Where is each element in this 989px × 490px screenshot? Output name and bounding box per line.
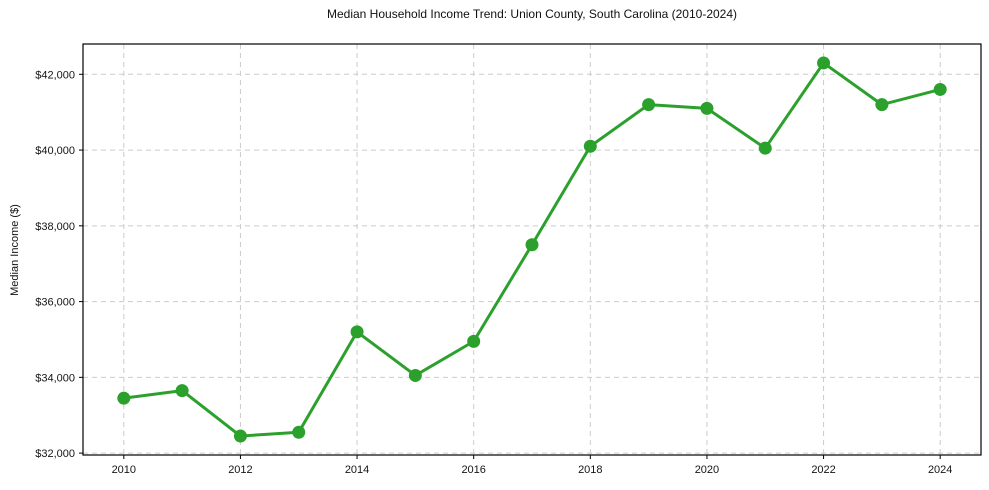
data-point-marker [408, 368, 422, 382]
data-point-marker [758, 141, 772, 155]
data-point-marker [467, 334, 481, 348]
data-point-marker [233, 429, 247, 443]
x-tick-label: 2016 [461, 464, 485, 476]
data-point-marker [875, 98, 889, 112]
data-point-marker [642, 98, 656, 112]
data-point-marker [117, 391, 131, 405]
x-tick-label: 2022 [811, 464, 835, 476]
y-axis-label-container: Median Income ($) [0, 44, 30, 455]
x-tick-label: 2012 [228, 464, 252, 476]
data-point-marker [525, 238, 539, 252]
x-tick-label: 2018 [578, 464, 602, 476]
data-point-marker [933, 82, 947, 96]
y-tick-label: $34,000 [35, 372, 75, 384]
x-tick-label: 2024 [928, 464, 952, 476]
data-point-marker [292, 425, 306, 439]
data-point-marker [700, 101, 714, 115]
data-point-marker [583, 139, 597, 153]
y-tick-label: $36,000 [35, 297, 75, 309]
data-point-marker [817, 56, 831, 70]
y-tick-label: $32,000 [35, 448, 75, 460]
chart-title: Median Household Income Trend: Union Cou… [326, 7, 738, 21]
axes-frame [82, 43, 982, 456]
y-axis-label: Median Income ($) [9, 203, 21, 296]
data-point-marker [175, 384, 189, 398]
x-tick-label: 2020 [695, 464, 719, 476]
data-point-marker [350, 325, 364, 339]
x-tick-label: 2014 [345, 464, 369, 476]
x-tick-label: 2010 [112, 464, 136, 476]
y-tick-label: $38,000 [35, 221, 75, 233]
y-tick-label: $42,000 [35, 69, 75, 81]
y-tick-label: $40,000 [35, 145, 75, 157]
